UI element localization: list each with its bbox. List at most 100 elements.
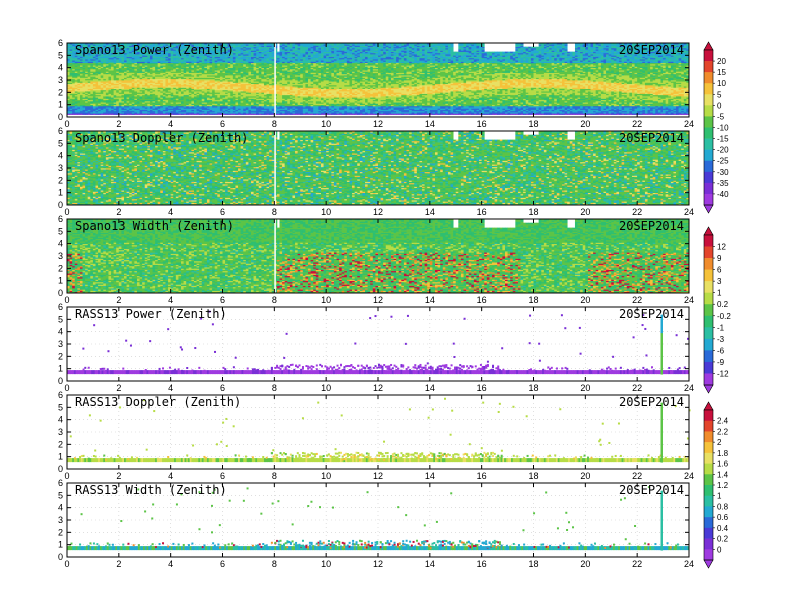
x-tick-label: 0 — [64, 559, 69, 569]
x-tick-label: 12 — [373, 383, 383, 393]
colorbar-label: 20 — [717, 57, 726, 66]
colorbar-label: -40 — [717, 190, 729, 199]
x-tick-label: 6 — [220, 207, 225, 217]
x-tick-label: 20 — [580, 559, 590, 569]
colorbar-swatch — [704, 442, 713, 453]
x-tick-label: 12 — [373, 559, 383, 569]
x-tick-label: 10 — [321, 119, 331, 129]
panel-title: RASS13 Width (Zenith) — [75, 483, 227, 497]
x-tick-label: 22 — [632, 471, 642, 481]
x-tick-label: 14 — [425, 559, 435, 569]
colorbar-arrow — [704, 560, 713, 568]
colorbar-swatch — [704, 235, 713, 247]
x-tick-label: 24 — [684, 559, 694, 569]
panel-title: RASS13 Doppler (Zenith) — [75, 395, 241, 409]
x-tick-label: 18 — [528, 559, 538, 569]
colorbar-swatch — [704, 464, 713, 475]
x-tick-label: 22 — [632, 559, 642, 569]
y-tick-label: 2 — [58, 439, 63, 449]
y-tick-label: 1 — [58, 100, 63, 110]
colorbar-label: -20 — [717, 146, 729, 155]
colorbar-swatch — [704, 496, 713, 507]
y-tick-label: 2 — [58, 351, 63, 361]
colorbar-swatch — [704, 150, 713, 161]
colorbar-label: 0.4 — [717, 524, 729, 533]
colorbar-label: -3 — [717, 335, 725, 344]
x-tick-label: 10 — [321, 471, 331, 481]
y-tick-label: 4 — [58, 239, 63, 249]
colorbar-label: 2.2 — [717, 427, 729, 436]
panel-date: 20SEP2014 — [619, 43, 684, 57]
y-tick-label: 1 — [58, 452, 63, 462]
x-tick-label: 22 — [632, 119, 642, 129]
x-tick-label: 0 — [64, 471, 69, 481]
colorbar-swatch — [704, 327, 713, 339]
x-tick-label: 6 — [220, 119, 225, 129]
x-tick-label: 2 — [116, 295, 121, 305]
y-tick-label: 2 — [58, 527, 63, 537]
x-tick-label: 0 — [64, 119, 69, 129]
x-tick-label: 14 — [425, 471, 435, 481]
x-tick-label: 4 — [168, 471, 173, 481]
x-tick-label: 14 — [425, 207, 435, 217]
y-tick-label: 5 — [58, 490, 63, 500]
x-tick-label: 20 — [580, 383, 590, 393]
x-tick-label: 12 — [373, 207, 383, 217]
panel-title: Spano13 Width (Zenith) — [75, 219, 234, 233]
panel-title: RASS13 Power (Zenith) — [75, 307, 227, 321]
x-tick-label: 22 — [632, 383, 642, 393]
x-tick-label: 14 — [425, 119, 435, 129]
x-tick-label: 24 — [684, 295, 694, 305]
y-tick-label: 4 — [58, 415, 63, 425]
colorbar-label: 10 — [717, 79, 726, 88]
y-tick-label: 5 — [58, 50, 63, 60]
colorbar-swatch — [704, 83, 713, 94]
colorbar-label: -5 — [717, 112, 725, 121]
colorbar-label: 9 — [717, 254, 722, 263]
x-tick-label: 20 — [580, 119, 590, 129]
colorbar-swatch — [704, 105, 713, 116]
colorbar-label: 1.4 — [717, 470, 729, 479]
y-tick-label: 1 — [58, 364, 63, 374]
y-tick-label: 4 — [58, 503, 63, 513]
y-tick-label: 6 — [58, 126, 63, 136]
y-tick-label: 1 — [58, 188, 63, 198]
colorbar-label: -10 — [717, 124, 729, 133]
y-tick-label: 3 — [58, 75, 63, 85]
colorbar-swatch — [704, 293, 713, 305]
y-tick-label: 2 — [58, 175, 63, 185]
colorbar-swatch — [704, 453, 713, 464]
y-tick-label: 0 — [58, 112, 63, 122]
x-tick-label: 16 — [477, 383, 487, 393]
x-tick-label: 0 — [64, 383, 69, 393]
colorbar-arrow — [704, 42, 713, 50]
x-tick-label: 16 — [477, 295, 487, 305]
colorbar-label: -15 — [717, 135, 729, 144]
y-tick-label: 0 — [58, 552, 63, 562]
colorbar-arrow — [704, 227, 713, 235]
x-tick-label: 8 — [272, 559, 277, 569]
colorbar-swatch — [704, 539, 713, 550]
colorbar-label: -1 — [717, 323, 725, 332]
x-tick-label: 0 — [64, 207, 69, 217]
x-tick-label: 24 — [684, 207, 694, 217]
panel-date: 20SEP2014 — [619, 131, 684, 145]
x-tick-label: 6 — [220, 383, 225, 393]
colorbar-swatch — [704, 116, 713, 127]
colorbar-swatch — [704, 61, 713, 72]
colorbar-label: 5 — [717, 90, 722, 99]
colorbar-swatch — [704, 485, 713, 496]
colorbar-swatch — [704, 194, 713, 205]
x-tick-label: 18 — [528, 383, 538, 393]
colorbar-swatch — [704, 350, 713, 362]
y-tick-label: 1 — [58, 276, 63, 286]
colorbar-label: 0.6 — [717, 513, 729, 522]
x-tick-label: 4 — [168, 207, 173, 217]
x-tick-label: 10 — [321, 559, 331, 569]
x-tick-label: 6 — [220, 559, 225, 569]
